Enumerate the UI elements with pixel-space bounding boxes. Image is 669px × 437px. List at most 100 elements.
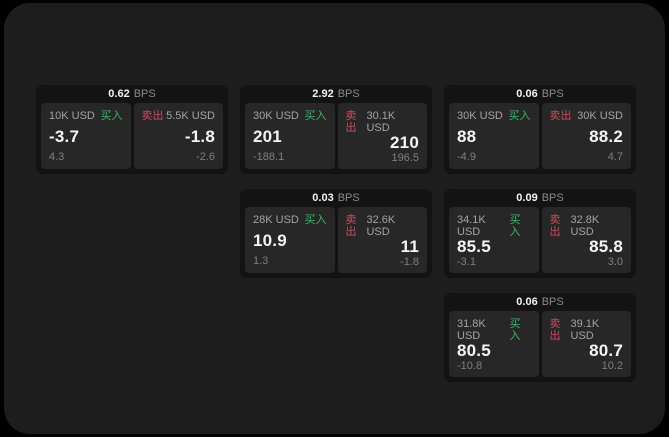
bps-unit-label: BPS [541, 88, 564, 100]
sell-delta-value: 3.0 [607, 256, 623, 268]
sell-tile[interactable]: 卖出 30.1K USD 210 196.5 [337, 103, 427, 169]
quote-tiles: 30K USD 买入 88 -4.9 卖出 30K USD 88.2 4.7 [449, 103, 631, 169]
sell-tile-header: 卖出 39.1K USD [550, 318, 624, 342]
buy-delta-value: -188.1 [253, 151, 285, 163]
buy-side-label: 买入 [304, 110, 327, 122]
bps-spread-value: 0.03 [312, 192, 334, 204]
sell-delta-value: 10.2 [601, 360, 623, 372]
quote-tiles: 31.8K USD 买入 80.5 -10.8 卖出 39.1K USD 80.… [449, 311, 631, 377]
sell-tile-header: 卖出 30K USD [550, 110, 624, 122]
quote-card: 0.09 BPS 34.1K USD 买入 85.5 -3.1 卖出 32.8K… [444, 189, 636, 278]
sell-tile[interactable]: 卖出 5.5K USD -1.8 -2.6 [133, 103, 223, 169]
sell-size-label: 30K USD [577, 110, 623, 122]
quote-card: 0.03 BPS 28K USD 买入 10.9 1.3 卖出 32.6K US… [240, 189, 432, 278]
sell-delta-value: -1.8 [400, 256, 419, 268]
buy-side-label: 买入 [304, 214, 327, 226]
sell-size-label: 30.1K USD [366, 110, 396, 134]
buy-size-label: 28K USD [253, 214, 299, 226]
buy-tile[interactable]: 30K USD 买入 88 -4.9 [449, 103, 539, 169]
buy-tile[interactable]: 31.8K USD 买入 80.5 -10.8 [449, 311, 539, 377]
sell-price-value: 85.8 [589, 237, 623, 256]
quote-cards-grid: 0.62 BPS 10K USD 买入 -3.7 4.3 卖出 5.5K USD… [36, 85, 636, 382]
bps-spread-value: 0.62 [108, 88, 130, 100]
bps-unit-label: BPS [337, 192, 360, 204]
quote-tiles: 10K USD 买入 -3.7 4.3 卖出 5.5K USD -1.8 -2.… [41, 103, 223, 169]
bps-spread-value: 0.06 [516, 296, 538, 308]
quote-card: 0.06 BPS 31.8K USD 买入 80.5 -10.8 卖出 39.1… [444, 293, 636, 382]
sell-delta-value: 196.5 [391, 152, 419, 164]
buy-side-label: 买入 [508, 110, 531, 122]
buy-price-value: 10.9 [253, 230, 287, 250]
sell-tile-header: 卖出 5.5K USD [142, 110, 216, 122]
bps-spread-header: 2.92 BPS [245, 85, 427, 103]
buy-delta-value: -10.8 [457, 360, 483, 372]
bps-spread-header: 0.03 BPS [245, 189, 427, 207]
sell-size-label: 5.5K USD [166, 110, 215, 122]
bps-spread-header: 0.06 BPS [449, 293, 631, 311]
buy-tile[interactable]: 30K USD 买入 201 -188.1 [245, 103, 335, 169]
sell-side-label: 卖出 [549, 110, 572, 122]
bps-unit-label: BPS [541, 192, 564, 204]
buy-delta-value: 1.3 [253, 255, 269, 267]
sell-tile-header: 卖出 30.1K USD [346, 110, 420, 134]
bps-spread-value: 2.92 [312, 88, 334, 100]
buy-tile-header: 34.1K USD 买入 [457, 214, 531, 238]
buy-tile[interactable]: 34.1K USD 买入 85.5 -3.1 [449, 207, 539, 273]
sell-tile-header: 卖出 32.6K USD [346, 214, 420, 238]
buy-price-value: 85.5 [457, 237, 491, 256]
sell-price-value: 210 [390, 133, 419, 152]
sell-price-value: -1.8 [184, 126, 215, 146]
quote-card: 0.06 BPS 30K USD 买入 88 -4.9 卖出 30K USD 8… [444, 85, 636, 174]
buy-size-label: 31.8K USD [457, 318, 486, 342]
buy-tile-header: 10K USD 买入 [49, 110, 123, 122]
bps-unit-label: BPS [337, 88, 360, 100]
bps-unit-label: BPS [541, 296, 564, 308]
buy-tile-header: 28K USD 买入 [253, 214, 327, 226]
sell-tile[interactable]: 卖出 39.1K USD 80.7 10.2 [541, 311, 631, 377]
quote-tiles: 34.1K USD 买入 85.5 -3.1 卖出 32.8K USD 85.8… [449, 207, 631, 273]
buy-price-value: -3.7 [49, 126, 80, 146]
bps-spread-value: 0.06 [516, 88, 538, 100]
quote-card: 2.92 BPS 30K USD 买入 201 -188.1 卖出 30.1K … [240, 85, 432, 174]
buy-tile-header: 30K USD 买入 [457, 110, 531, 122]
buy-delta-value: -3.1 [457, 256, 476, 268]
quote-tiles: 30K USD 买入 201 -188.1 卖出 30.1K USD 210 1… [245, 103, 427, 169]
buy-price-value: 88 [457, 126, 477, 146]
buy-size-label: 30K USD [253, 110, 299, 122]
buy-side-label: 买入 [509, 214, 521, 238]
sell-size-label: 32.8K USD [570, 214, 600, 238]
sell-tile[interactable]: 卖出 30K USD 88.2 4.7 [541, 103, 631, 169]
sell-delta-value: 4.7 [607, 151, 623, 163]
bps-spread-header: 0.62 BPS [41, 85, 223, 103]
buy-tile[interactable]: 28K USD 买入 10.9 1.3 [245, 207, 335, 273]
buy-price-value: 80.5 [457, 341, 491, 360]
buy-size-label: 34.1K USD [457, 214, 486, 238]
sell-side-label: 卖出 [549, 214, 561, 238]
sell-side-label: 卖出 [345, 110, 357, 134]
sell-side-label: 卖出 [549, 318, 561, 342]
buy-delta-value: -4.9 [457, 151, 476, 163]
sell-side-label: 卖出 [345, 214, 357, 238]
sell-tile[interactable]: 卖出 32.6K USD 11 -1.8 [337, 207, 427, 273]
sell-delta-value: -2.6 [196, 151, 215, 163]
bps-spread-header: 0.09 BPS [449, 189, 631, 207]
sell-size-label: 32.6K USD [366, 214, 396, 238]
sell-size-label: 39.1K USD [570, 318, 600, 342]
sell-tile-header: 卖出 32.8K USD [550, 214, 624, 238]
buy-tile-header: 30K USD 买入 [253, 110, 327, 122]
bps-spread-value: 0.09 [516, 192, 538, 204]
buy-size-label: 10K USD [49, 110, 95, 122]
quote-card: 0.62 BPS 10K USD 买入 -3.7 4.3 卖出 5.5K USD… [36, 85, 228, 174]
bps-spread-header: 0.06 BPS [449, 85, 631, 103]
buy-price-value: 201 [253, 126, 282, 146]
buy-size-label: 30K USD [457, 110, 503, 122]
bps-unit-label: BPS [133, 88, 156, 100]
buy-side-label: 买入 [100, 110, 123, 122]
buy-delta-value: 4.3 [49, 151, 65, 163]
sell-price-value: 11 [400, 237, 419, 256]
sell-tile[interactable]: 卖出 32.8K USD 85.8 3.0 [541, 207, 631, 273]
sell-price-value: 80.7 [589, 341, 623, 360]
buy-tile[interactable]: 10K USD 买入 -3.7 4.3 [41, 103, 131, 169]
sell-side-label: 卖出 [141, 110, 164, 122]
